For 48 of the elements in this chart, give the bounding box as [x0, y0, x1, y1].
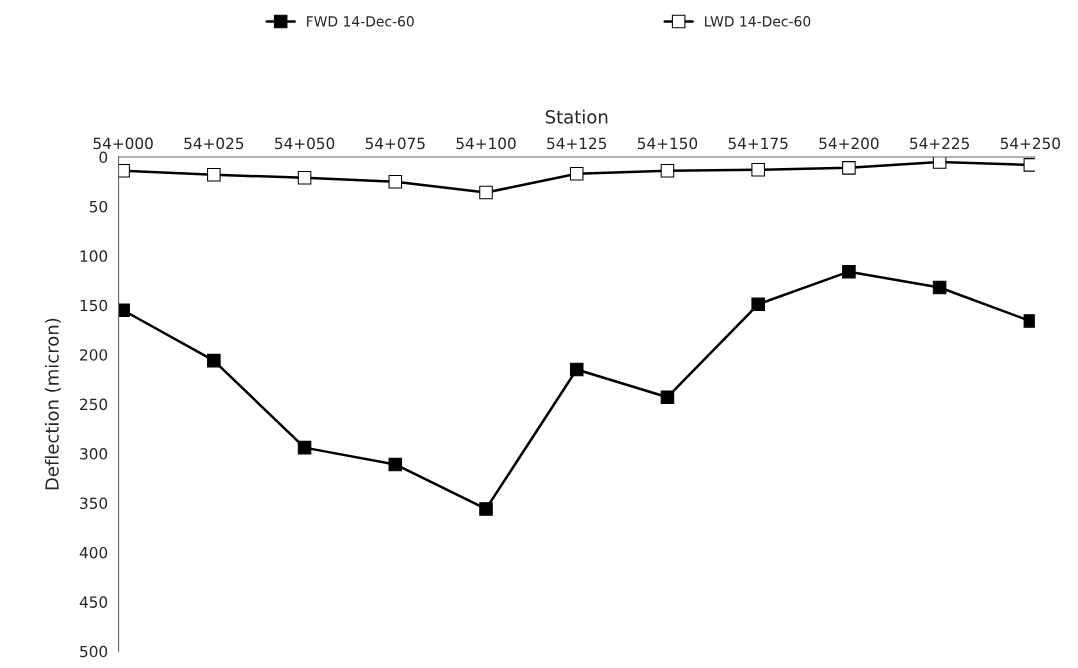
y-tick-label: 300: [80, 448, 108, 460]
x-tick-label: 54+200: [819, 137, 879, 150]
point: [932, 156, 947, 169]
point: [660, 164, 675, 178]
point: [388, 457, 403, 472]
point: [207, 353, 221, 368]
y-tick-label: 150: [80, 299, 108, 312]
point: [479, 185, 493, 200]
point: [297, 440, 312, 455]
x-tick-label: 54+100: [456, 137, 516, 150]
y-tick-label: 0: [99, 151, 108, 163]
x-tick-label: 54+150: [637, 137, 698, 150]
y-tick-label: 100: [80, 250, 108, 262]
point: [479, 502, 493, 516]
y-tick-label: 200: [80, 349, 108, 361]
y-tick-label: 450: [79, 596, 108, 608]
legend-label: FWD 14-Dec-60: [307, 16, 414, 27]
point: [660, 390, 675, 404]
point: [118, 164, 130, 178]
point: [118, 303, 130, 317]
y-tick-label: 50: [89, 200, 108, 213]
point: [388, 174, 403, 189]
point: [1023, 158, 1035, 172]
x-axis-title: Station: [545, 109, 608, 124]
point: [569, 362, 584, 377]
point: [932, 280, 947, 295]
y-tick-label: 400: [79, 546, 108, 559]
x-tick-label: 54+175: [728, 137, 788, 150]
legend-label: LWD 14-Dec-60: [705, 16, 811, 27]
y-axis-title: Deflection (micron): [44, 318, 61, 490]
point: [1023, 314, 1035, 328]
x-tick-label: 54+000: [93, 137, 153, 150]
point: [207, 168, 221, 182]
x-tick-label: 54+250: [1000, 137, 1061, 150]
x-tick-label: 54+050: [275, 137, 335, 150]
x-tick-label: 54+025: [184, 137, 244, 150]
point: [297, 170, 312, 185]
point: [751, 163, 765, 177]
point: [842, 264, 856, 279]
point: [569, 167, 584, 181]
point: [842, 161, 856, 175]
x-tick-label: 54+125: [547, 137, 607, 150]
x-tick-label: 54+075: [365, 137, 425, 150]
x-tick-label: 54+225: [910, 137, 969, 150]
y-tick-label: 500: [80, 645, 108, 658]
y-tick-label: 350: [80, 497, 108, 510]
y-tick-label: 250: [80, 398, 108, 411]
point: [751, 297, 765, 312]
